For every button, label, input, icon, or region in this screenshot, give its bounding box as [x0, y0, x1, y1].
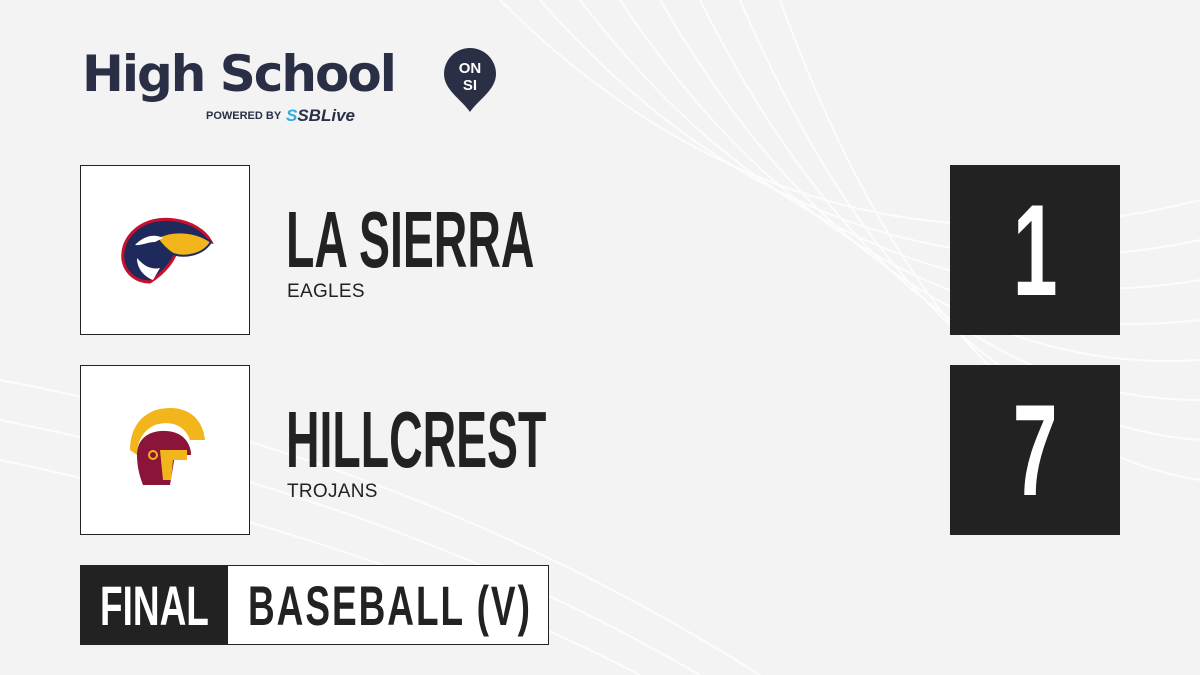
team-score: 1	[950, 165, 1120, 335]
powered-by-label: POWERED BY	[206, 110, 282, 122]
eagle-logo-icon	[121, 217, 214, 284]
team-mascot: TROJANS	[287, 481, 378, 502]
team-name: HILLCREST	[286, 395, 547, 484]
final-badge: FINAL	[81, 566, 228, 644]
svg-text:ON: ON	[459, 60, 482, 77]
brand-title: High School	[82, 45, 397, 103]
team-score: 7	[950, 365, 1120, 535]
team-name: LA SIERRA	[286, 195, 535, 284]
sport-label: BASEBALL (V)	[228, 566, 548, 644]
svg-text:SI: SI	[463, 77, 477, 94]
trojan-helmet-logo-icon	[130, 408, 205, 485]
game-status-bar: FINAL BASEBALL (V)	[80, 565, 549, 645]
sblive-logo: SSBLive	[286, 106, 355, 125]
team-logo-hillcrest	[80, 365, 250, 535]
team-mascot: EAGLES	[287, 281, 365, 302]
on-si-pin-icon: ON SI	[444, 48, 496, 112]
team-logo-la-sierra	[80, 165, 250, 335]
